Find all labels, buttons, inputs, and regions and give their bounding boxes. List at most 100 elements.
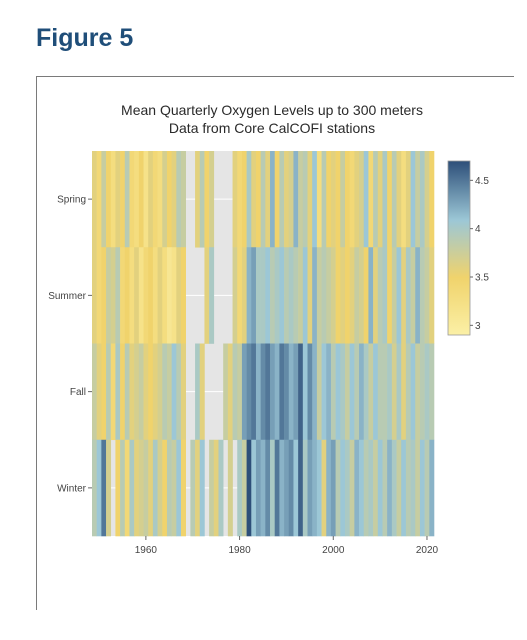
heatmap-cell	[321, 343, 327, 441]
heatmap-cell	[415, 151, 421, 248]
heatmap-cell	[106, 247, 112, 344]
heatmap-cell	[143, 439, 149, 537]
heatmap-cell	[368, 247, 374, 344]
heatmap-cell	[330, 247, 336, 344]
heatmap-cell	[148, 343, 154, 441]
heatmap-cell	[354, 343, 360, 441]
heatmap-cell	[377, 247, 383, 344]
heatmap-cell	[106, 439, 112, 537]
heatmap-cell	[288, 247, 294, 344]
heatmap-cell	[124, 151, 130, 248]
heatmap-cell	[330, 151, 336, 248]
x-tick-label: 2000	[322, 545, 345, 556]
heatmap-cell	[288, 151, 294, 248]
heatmap-cell	[373, 151, 379, 248]
heatmap-cell	[162, 151, 168, 248]
heatmap-cell	[270, 151, 276, 248]
heatmap-cell	[138, 343, 144, 441]
heatmap-cell	[373, 439, 379, 537]
heatmap-cell	[302, 343, 308, 441]
heatmap-cell	[419, 151, 425, 248]
heatmap-cell	[265, 439, 271, 537]
heatmap-cell	[246, 151, 252, 248]
heatmap-cell	[255, 247, 261, 344]
heatmap-cell	[326, 247, 332, 344]
heatmap-cell	[251, 343, 257, 441]
heatmap-cell	[152, 247, 158, 344]
heatmap-cell	[129, 151, 135, 248]
heatmap-cell	[190, 439, 196, 537]
heatmap-cell	[218, 439, 224, 537]
heatmap-cell	[241, 151, 247, 248]
heatmap-cell	[410, 151, 416, 248]
heatmap-cell	[424, 439, 430, 537]
heatmap-cell	[152, 439, 158, 537]
heatmap-cell	[410, 439, 416, 537]
heatmap-cell	[429, 343, 435, 441]
heatmap-cell	[106, 151, 112, 248]
heatmap-cell	[326, 439, 332, 537]
heatmap-cells	[92, 151, 435, 537]
heatmap-cell	[270, 247, 276, 344]
heatmap-cell	[134, 247, 140, 344]
heatmap-cell	[293, 247, 299, 344]
heatmap-cell	[330, 343, 336, 441]
heatmap-cell	[96, 247, 102, 344]
y-axis: Spring Summer Fall Winter	[48, 195, 92, 494]
heatmap-cell	[340, 439, 346, 537]
heatmap-cell	[148, 151, 154, 248]
heatmap-cell	[298, 151, 304, 248]
heatmap-cell	[241, 439, 247, 537]
heatmap-cell	[96, 151, 102, 248]
heatmap-cell	[424, 343, 430, 441]
heatmap-cell	[373, 247, 379, 344]
heatmap-cell	[120, 439, 126, 537]
figure-frame	[36, 76, 514, 610]
heatmap-cell	[302, 439, 308, 537]
heatmap-cell	[129, 343, 135, 441]
heatmap-cell	[335, 439, 341, 537]
heatmap-cell	[396, 343, 402, 441]
heatmap-cell	[101, 439, 107, 537]
heatmap-cell	[405, 247, 411, 344]
heatmap-cell	[92, 247, 97, 344]
heatmap-cell	[344, 343, 350, 441]
heatmap-cell	[110, 343, 116, 441]
heatmap-cell	[419, 343, 425, 441]
heatmap-cell	[363, 151, 369, 248]
heatmap-cell	[284, 439, 290, 537]
heatmap-cell	[429, 151, 435, 248]
heatmap-cell	[162, 247, 168, 344]
heatmap-cell	[255, 151, 261, 248]
heatmap-cell	[166, 247, 172, 344]
heatmap-cell	[401, 439, 407, 537]
heatmap-cell	[349, 439, 355, 537]
heatmap-cell	[246, 247, 252, 344]
heatmap-cell	[344, 151, 350, 248]
heatmap-cell	[316, 343, 322, 441]
heatmap-cell	[237, 439, 243, 537]
heatmap-cell	[255, 343, 261, 441]
heatmap-cell	[354, 247, 360, 344]
heatmap-cell	[405, 151, 411, 248]
heatmap-cell	[115, 247, 121, 344]
heatmap-cell	[391, 343, 397, 441]
heatmap-cell	[148, 439, 154, 537]
heatmap-cell	[143, 247, 149, 344]
heatmap-cell	[227, 343, 233, 441]
heatmap-cell	[209, 151, 215, 248]
figure-heading: Figure 5	[36, 24, 134, 52]
heatmap-cell	[429, 439, 435, 537]
heatmap-cell	[181, 247, 186, 344]
colorbar-ticks: 3 3.5 4 4.5	[470, 176, 489, 332]
heatmap-cell	[166, 151, 172, 248]
x-axis: 1960 1980 2000 2020	[135, 536, 439, 556]
heatmap-cell	[387, 343, 393, 441]
heatmap-cell	[377, 343, 383, 441]
heatmap-cell	[302, 247, 308, 344]
heatmap-cell	[209, 247, 215, 344]
x-tick-label: 1980	[228, 545, 251, 556]
heatmap-cell	[279, 151, 285, 248]
heatmap-cell	[293, 439, 299, 537]
heatmap-cell	[246, 343, 252, 441]
